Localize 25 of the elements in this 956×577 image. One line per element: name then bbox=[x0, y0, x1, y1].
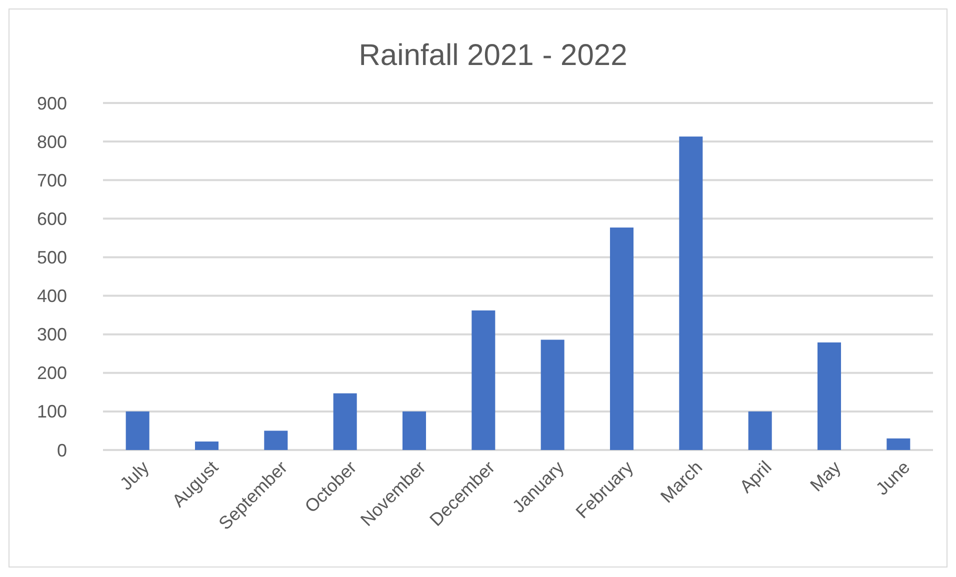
y-tick-label: 500 bbox=[36, 248, 67, 268]
bar bbox=[886, 438, 910, 450]
bar bbox=[610, 228, 634, 450]
chart-title: Rainfall 2021 - 2022 bbox=[358, 39, 628, 72]
bar bbox=[333, 393, 357, 450]
x-tick-label: July bbox=[116, 457, 153, 494]
bar bbox=[817, 342, 842, 450]
bar bbox=[126, 411, 150, 450]
x-tick-label: May bbox=[806, 457, 845, 496]
bar bbox=[402, 411, 426, 450]
bar bbox=[748, 411, 772, 450]
y-tick-label: 300 bbox=[36, 324, 67, 345]
y-tick-label: 400 bbox=[36, 286, 67, 306]
y-tick-label: 700 bbox=[36, 170, 67, 190]
y-tick-label: 100 bbox=[36, 402, 67, 422]
y-tick-label: 600 bbox=[36, 208, 67, 229]
bar bbox=[679, 136, 703, 450]
bar bbox=[264, 430, 288, 450]
bar bbox=[194, 442, 219, 450]
y-tick-label: 900 bbox=[36, 93, 67, 114]
bar bbox=[540, 340, 564, 450]
y-tick-label: 800 bbox=[36, 132, 67, 152]
y-tick-label: 200 bbox=[36, 363, 67, 384]
bar bbox=[472, 310, 496, 450]
y-tick-label: 0 bbox=[56, 440, 67, 460]
